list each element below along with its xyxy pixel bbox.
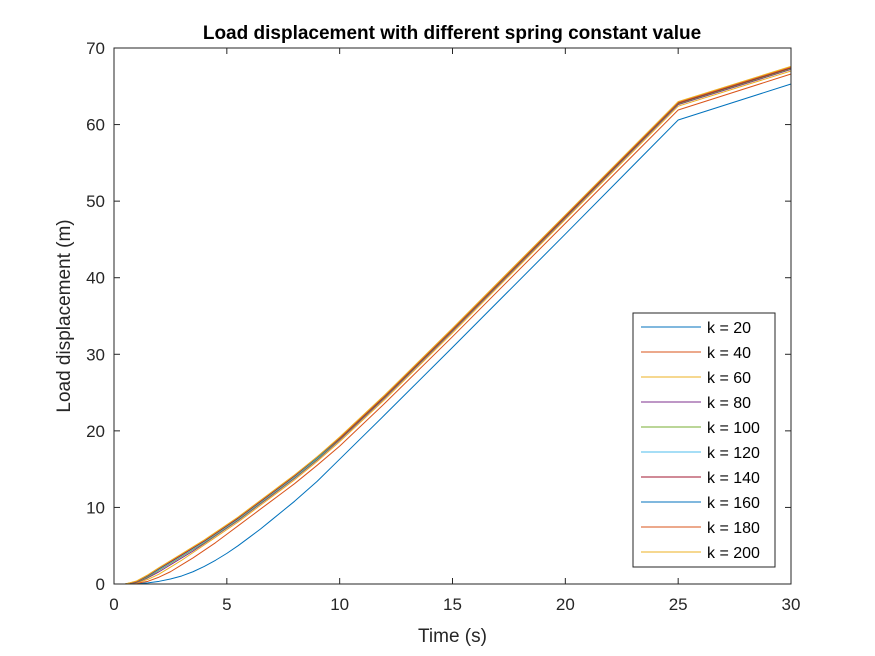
x-tick-label: 30 — [782, 595, 801, 614]
y-tick-label: 60 — [86, 116, 105, 135]
y-tick-label: 10 — [86, 498, 105, 517]
chart-title: Load displacement with different spring … — [203, 23, 701, 44]
x-tick-label: 25 — [669, 595, 688, 614]
y-tick-label: 50 — [86, 192, 105, 211]
legend-box — [632, 312, 776, 568]
x-tick-label: 15 — [443, 595, 462, 614]
legend-label: k = 200 — [707, 545, 760, 562]
legend-label: k = 100 — [707, 420, 760, 437]
legend-label: k = 140 — [707, 470, 760, 487]
series-line — [114, 70, 792, 585]
legend-label: k = 180 — [707, 520, 760, 537]
legend-entries: k = 20 k = 40 k = 60 k = 80 k = 100 k = 120 k … — [641, 320, 760, 562]
series-line — [114, 65, 792, 585]
series-line — [114, 68, 792, 585]
series-line — [114, 73, 792, 585]
x-axis-label: Time (s) — [418, 626, 487, 647]
legend-label: k = 120 — [707, 445, 760, 462]
legend: k = 20 k = 40 k = 60 k = 80 k = 100 k = 120 k … — [632, 312, 776, 568]
series-line — [114, 68, 792, 585]
series-group — [114, 65, 792, 585]
series-line — [114, 83, 792, 585]
x-tick-label: 0 — [109, 595, 118, 614]
x-tick-label: 10 — [330, 595, 349, 614]
y-tick-label: 70 — [86, 39, 105, 58]
legend-label: k = 40 — [707, 345, 751, 362]
legend-label: k = 160 — [707, 495, 760, 512]
y-axis-label: Load displacement (m) — [54, 219, 75, 412]
x-tick-label: 20 — [556, 595, 575, 614]
y-tick-label: 30 — [86, 345, 105, 364]
y-tick-label: 0 — [96, 575, 105, 594]
legend-label: k = 20 — [707, 320, 751, 337]
legend-label: k = 80 — [707, 395, 751, 412]
y-tick-label: 40 — [86, 269, 105, 288]
y-tick-label: 20 — [86, 422, 105, 441]
ticks-group: 0 5 10 15 20 25 30 0 10 20 30 40 50 60 70 — [86, 39, 800, 614]
x-tick-label: 5 — [222, 595, 231, 614]
legend-label: k = 60 — [707, 370, 751, 387]
